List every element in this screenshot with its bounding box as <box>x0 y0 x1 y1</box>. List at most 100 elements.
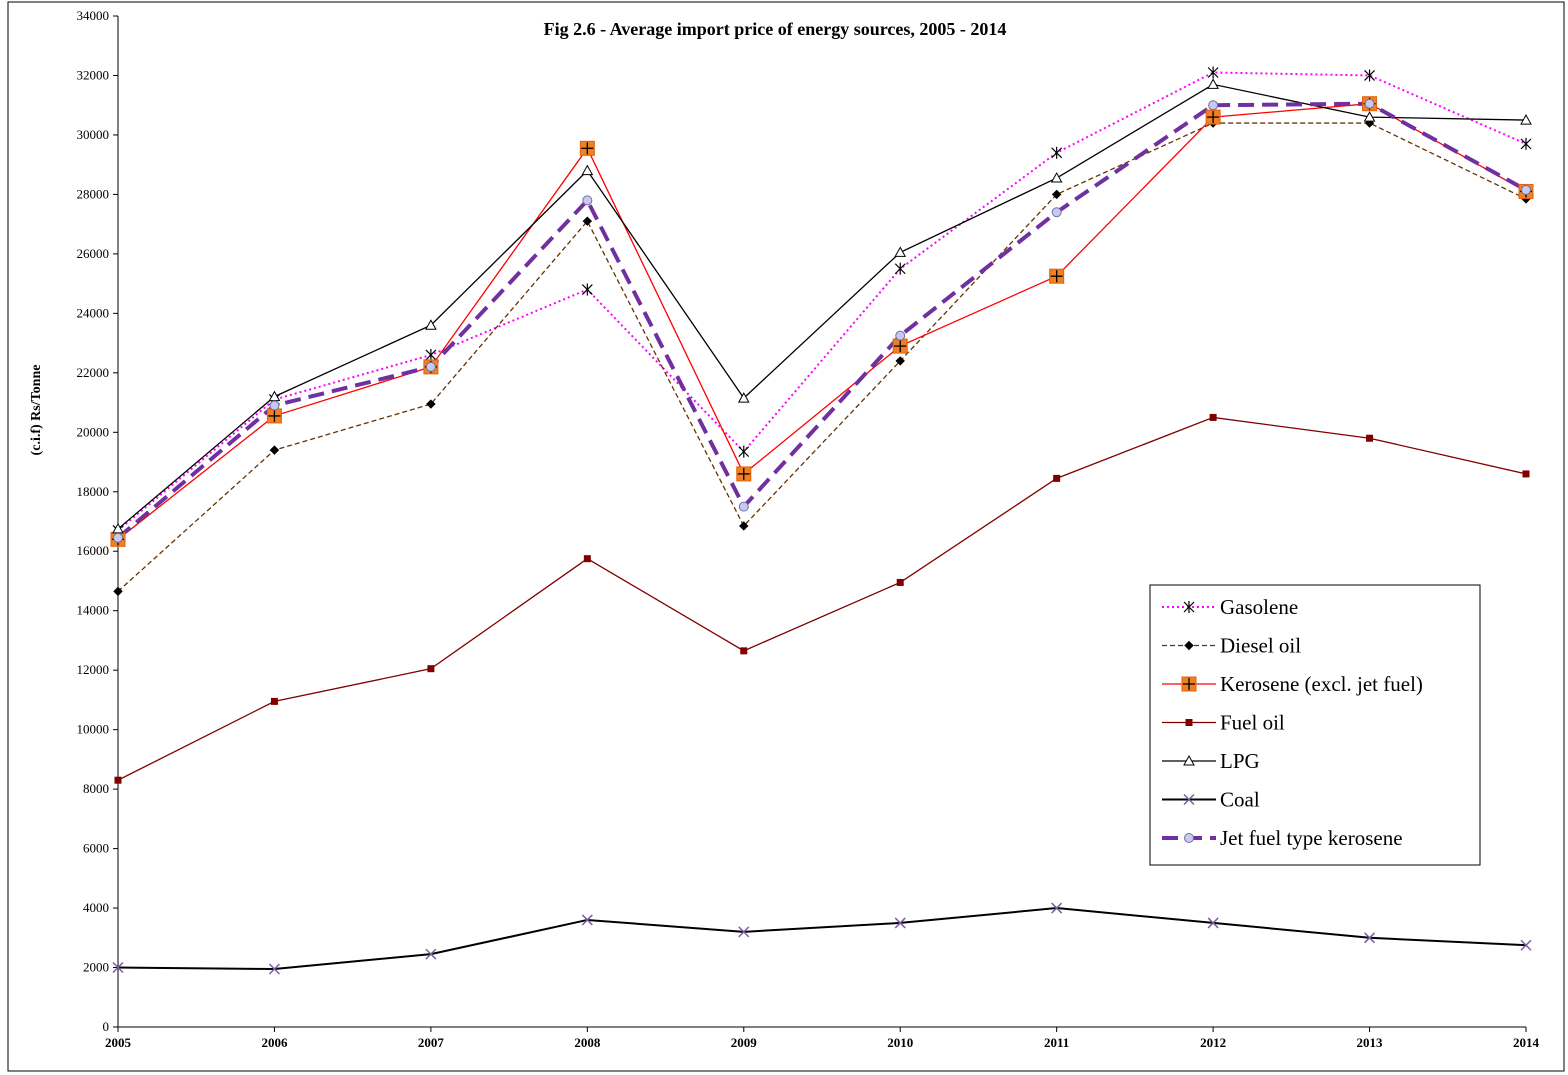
data-point-fuel-oil <box>583 555 591 563</box>
data-point-diesel-oil <box>739 521 749 531</box>
data-point-gasolene <box>738 445 750 458</box>
data-point-coal <box>1051 902 1063 914</box>
legend-label-kerosene-excl-jet-fuel: Kerosene (excl. jet fuel) <box>1220 672 1423 696</box>
legend-label-jet-fuel-type-kerosene: Jet fuel type kerosene <box>1220 826 1403 850</box>
series-line-fuel-oil <box>117 416 1527 781</box>
data-point-jet-fuel-type-kerosene <box>425 361 436 372</box>
x-tick-label: 2009 <box>731 1035 758 1050</box>
legend-label-lpg: LPG <box>1220 749 1260 773</box>
x-tick-label: 2012 <box>1200 1035 1226 1050</box>
data-point-jet-fuel-type-kerosene <box>269 400 280 411</box>
y-tick-label: 4000 <box>83 900 109 915</box>
x-tick-label: 2006 <box>261 1035 288 1050</box>
data-point-coal <box>1520 939 1532 951</box>
y-axis-label: (c.i.f) Rs/Tonne <box>29 365 44 456</box>
axes: 0 2000 4000 6000 8000 10000 12000 14000 16000 180… <box>77 8 1540 1050</box>
chart-title: Fig 2.6 - Average import price of energy… <box>544 19 1007 39</box>
data-point-coal <box>425 948 437 960</box>
legend-marker-lpg <box>1183 754 1195 766</box>
data-point-diesel-oil <box>582 216 593 226</box>
data-point-jet-fuel-type-kerosene <box>738 501 749 512</box>
data-point-gasolene <box>1520 137 1532 150</box>
data-point-lpg <box>581 164 594 176</box>
x-tick-label: 2014 <box>1513 1035 1540 1050</box>
legend-label-diesel-oil: Diesel oil <box>1220 634 1301 658</box>
series-lines <box>116 71 1527 971</box>
data-point-jet-fuel-type-kerosene <box>1521 184 1531 195</box>
series-line-coal <box>117 907 1527 971</box>
data-point-kerosene-excl-jet-fuel <box>266 408 282 424</box>
series-markers <box>110 66 1534 975</box>
data-point-lpg <box>1207 78 1219 89</box>
y-tick-label: 32000 <box>77 67 110 82</box>
data-point-coal <box>581 914 593 926</box>
data-point-gasolene <box>581 283 593 296</box>
data-point-fuel-oil <box>1366 434 1374 442</box>
y-tick-label: 14000 <box>77 603 110 618</box>
y-tick-label: 16000 <box>77 543 110 558</box>
data-point-kerosene-excl-jet-fuel <box>579 140 595 156</box>
x-tick-label: 2008 <box>574 1035 601 1050</box>
series-line-lpg <box>117 83 1527 530</box>
data-point-lpg <box>1520 114 1532 125</box>
y-tick-label: 18000 <box>77 484 110 499</box>
data-point-fuel-oil <box>427 665 435 673</box>
data-point-diesel-oil <box>1051 189 1062 200</box>
data-point-fuel-oil <box>1522 470 1530 478</box>
data-point-coal <box>1207 917 1219 929</box>
y-tick-label: 0 <box>103 1019 110 1034</box>
data-point-lpg <box>1050 172 1063 183</box>
y-tick-label: 8000 <box>83 781 109 796</box>
data-point-lpg <box>425 319 437 330</box>
y-tick-label: 34000 <box>77 8 110 23</box>
legend-marker-diesel-oil <box>1184 640 1194 651</box>
data-point-fuel-oil <box>896 578 904 586</box>
x-tick-label: 2010 <box>887 1035 913 1050</box>
y-tick-label: 22000 <box>77 365 110 380</box>
x-tick-label: 2013 <box>1357 1035 1384 1050</box>
series-line-diesel-oil <box>117 122 1527 592</box>
x-tick-label: 2007 <box>418 1035 445 1050</box>
series-line-gasolene <box>117 71 1527 532</box>
data-point-gasolene <box>1364 69 1375 82</box>
data-point-gasolene <box>894 262 906 275</box>
data-point-coal <box>738 926 750 938</box>
data-point-lpg <box>894 246 907 257</box>
chart-area-border <box>7 1 1565 1072</box>
series-line-jet-fuel-type-kerosene <box>116 101 1527 540</box>
legend-marker-gasolene <box>1183 601 1195 613</box>
data-point-kerosene-excl-jet-fuel <box>1049 268 1065 284</box>
y-tick-label: 6000 <box>83 841 109 856</box>
data-point-diesel-oil <box>426 399 436 409</box>
legend-label-fuel-oil: Fuel oil <box>1220 711 1285 735</box>
data-point-diesel-oil <box>113 586 123 597</box>
data-point-gasolene <box>1051 146 1063 159</box>
y-tick-label: 12000 <box>77 662 110 677</box>
legend-box <box>1149 584 1481 866</box>
data-point-kerosene-excl-jet-fuel <box>892 338 908 354</box>
legend-label-gasolene: Gasolene <box>1220 595 1298 619</box>
legend-label-coal: Coal <box>1220 788 1260 812</box>
y-tick-label: 26000 <box>77 246 110 261</box>
legend-marker-jet-fuel-type-kerosene <box>1184 833 1194 843</box>
legend-marker-fuel-oil <box>1185 719 1193 726</box>
y-tick-label: 2000 <box>83 960 109 975</box>
y-tick-label: 24000 <box>77 305 110 320</box>
data-point-gasolene <box>425 348 437 361</box>
data-point-lpg <box>1363 111 1376 122</box>
data-point-jet-fuel-type-kerosene <box>582 195 593 206</box>
y-tick-label: 30000 <box>77 127 110 142</box>
data-point-jet-fuel-type-kerosene <box>1208 100 1219 111</box>
data-point-fuel-oil <box>1053 474 1061 482</box>
x-tick-label: 2005 <box>105 1035 132 1050</box>
data-point-fuel-oil <box>114 776 122 784</box>
data-point-diesel-oil <box>269 445 280 455</box>
data-point-jet-fuel-type-kerosene <box>1364 98 1375 109</box>
data-point-coal <box>112 961 124 974</box>
data-point-diesel-oil <box>895 356 905 366</box>
y-tick-label: 10000 <box>77 722 110 737</box>
data-point-coal <box>268 963 280 975</box>
data-point-kerosene-excl-jet-fuel <box>1205 109 1221 125</box>
data-point-jet-fuel-type-kerosene <box>1051 207 1062 218</box>
